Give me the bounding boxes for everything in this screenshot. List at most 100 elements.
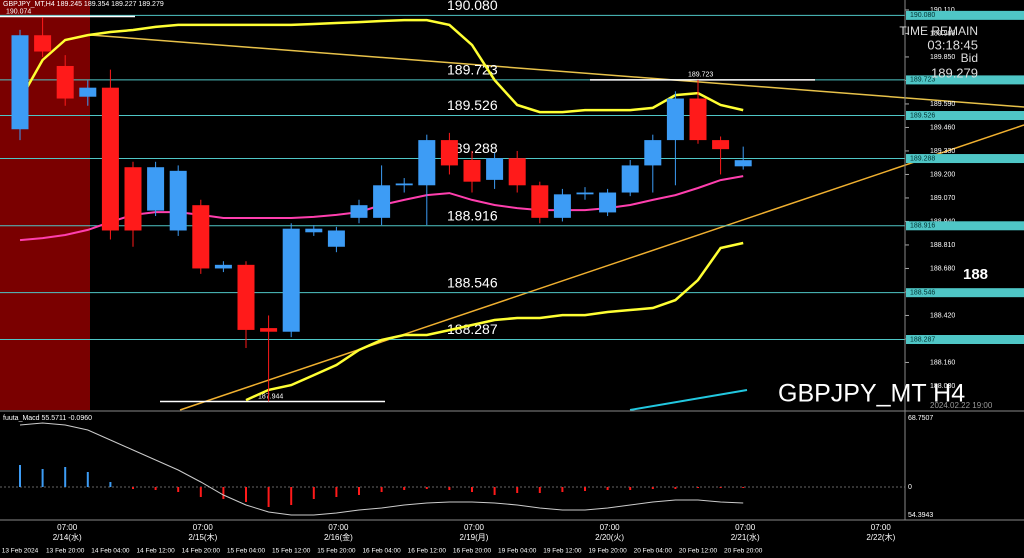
y-tick-label: 189.070 bbox=[930, 195, 955, 202]
level-label: 190.080 bbox=[447, 0, 498, 13]
macd-bar bbox=[41, 469, 44, 487]
candle-body bbox=[260, 328, 278, 332]
timestamp: 2024.02.22 19:00 bbox=[930, 401, 993, 410]
annotation-label: 190.074 bbox=[6, 8, 31, 15]
symbol-info: GBPJPY_MT,H4 189.245 189.354 189.227 189… bbox=[3, 1, 164, 8]
candle-body bbox=[599, 192, 617, 213]
candle-body bbox=[486, 158, 504, 180]
annotation-label: 187.944 bbox=[258, 393, 283, 400]
candle-body bbox=[553, 194, 571, 218]
candle-body bbox=[101, 87, 119, 231]
level-label: 188.287 bbox=[447, 321, 498, 337]
macd-bar bbox=[516, 487, 519, 493]
macd-bar bbox=[425, 487, 428, 489]
level-label: 189.526 bbox=[447, 97, 498, 113]
candle-body bbox=[689, 98, 707, 141]
candle-body bbox=[237, 264, 255, 330]
macd-line bbox=[19, 422, 744, 516]
macd-bar bbox=[403, 487, 406, 490]
candle-body bbox=[327, 230, 345, 247]
y-tick-label: 188.420 bbox=[930, 312, 955, 319]
macd-bar bbox=[561, 487, 564, 492]
candle-body bbox=[508, 158, 526, 186]
x-tick-label: 14 Feb 12:00 bbox=[136, 548, 175, 555]
macd-bar bbox=[629, 487, 632, 490]
y-tick-label: 189.330 bbox=[930, 148, 955, 155]
level-axis-tag bbox=[906, 10, 1024, 20]
macd-bar bbox=[86, 472, 89, 487]
x-tick-label: 13 Feb 20:00 bbox=[46, 548, 85, 555]
level-label: 188.916 bbox=[447, 207, 498, 223]
indicator-line bbox=[629, 389, 748, 411]
macd-bar bbox=[132, 487, 134, 489]
macd-scale-label: 68.7507 bbox=[908, 415, 933, 422]
session-time: 07:00 bbox=[328, 523, 349, 532]
x-tick-label: 14 Feb 20:00 bbox=[182, 548, 221, 555]
y-tick-label: 189.850 bbox=[930, 54, 955, 61]
candle-body bbox=[56, 65, 74, 99]
candle-body bbox=[79, 87, 97, 97]
macd-bar bbox=[222, 487, 225, 499]
session-date: 2/20(火) bbox=[595, 533, 624, 542]
candle-body bbox=[621, 165, 639, 193]
macd-bar bbox=[64, 467, 67, 487]
x-tick-label: 20 Feb 04:00 bbox=[634, 548, 673, 555]
candle-body bbox=[644, 140, 662, 166]
candle-body bbox=[531, 185, 549, 218]
macd-bar bbox=[358, 487, 360, 495]
candle-body bbox=[192, 205, 210, 269]
candle-body bbox=[124, 167, 142, 231]
x-tick-label: 19 Feb 04:00 bbox=[498, 548, 537, 555]
level-axis-label: 188.287 bbox=[910, 336, 935, 343]
candle-body bbox=[169, 170, 187, 231]
bid-label: Bid bbox=[961, 51, 978, 65]
session-date: 2/22(木) bbox=[866, 532, 895, 542]
y-tick-label: 189.980 bbox=[930, 30, 955, 37]
chart-title: GBPJPY_MT H4 bbox=[778, 380, 965, 408]
y-tick-label: 190.110 bbox=[930, 7, 955, 14]
trend-line bbox=[179, 124, 1024, 411]
level-axis-label: 189.723 bbox=[910, 77, 935, 84]
session-date: 2/16(金) bbox=[324, 532, 353, 542]
macd-bar bbox=[245, 487, 247, 502]
session-time: 07:00 bbox=[193, 523, 214, 532]
x-tick-label: 20 Feb 20:00 bbox=[724, 548, 763, 555]
session-time: 07:00 bbox=[735, 523, 756, 532]
session-date: 2/15(木) bbox=[188, 532, 217, 542]
x-tick-label: 20 Feb 12:00 bbox=[679, 548, 718, 555]
candle-body bbox=[395, 183, 413, 186]
session-time: 07:00 bbox=[600, 523, 621, 532]
macd-bar bbox=[742, 487, 745, 488]
level-label: 189.288 bbox=[447, 140, 498, 156]
candle-body bbox=[350, 205, 368, 218]
macd-bar bbox=[471, 487, 473, 492]
macd-bar bbox=[267, 487, 270, 507]
level-label: 188.546 bbox=[447, 274, 498, 290]
level-axis-tag bbox=[906, 111, 1024, 121]
overlay-line bbox=[18, 18, 744, 114]
x-tick-label: 15 Feb 20:00 bbox=[317, 548, 356, 555]
macd-title: fuuta_Macd 55.5711 -0.0960 bbox=[3, 415, 92, 422]
macd-bar bbox=[154, 487, 157, 490]
session-time: 07:00 bbox=[464, 523, 485, 532]
macd-scale-label: 0 bbox=[908, 484, 912, 491]
level-axis-label: 190.080 bbox=[910, 12, 935, 19]
macd-bar bbox=[380, 487, 383, 492]
macd-scale-label: 54.3943 bbox=[908, 512, 933, 519]
x-tick-label: 13 Feb 2024 bbox=[2, 548, 39, 555]
level-axis-label: 188.916 bbox=[910, 223, 935, 230]
bid: 189.279 bbox=[931, 65, 978, 80]
x-tick-label: 16 Feb 12:00 bbox=[408, 548, 447, 555]
x-tick-label: 19 Feb 12:00 bbox=[543, 548, 582, 555]
candle-body bbox=[418, 140, 436, 186]
x-tick-label: 14 Feb 04:00 bbox=[91, 548, 130, 555]
session-time: 07:00 bbox=[57, 523, 78, 532]
candle-body bbox=[666, 98, 684, 141]
cursor-price: 188 bbox=[963, 266, 988, 283]
session-time: 07:00 bbox=[871, 523, 892, 532]
y-tick-label: 188.160 bbox=[930, 359, 955, 366]
x-tick-label: 19 Feb 20:00 bbox=[588, 548, 627, 555]
y-tick-label: 188.030 bbox=[930, 383, 955, 390]
